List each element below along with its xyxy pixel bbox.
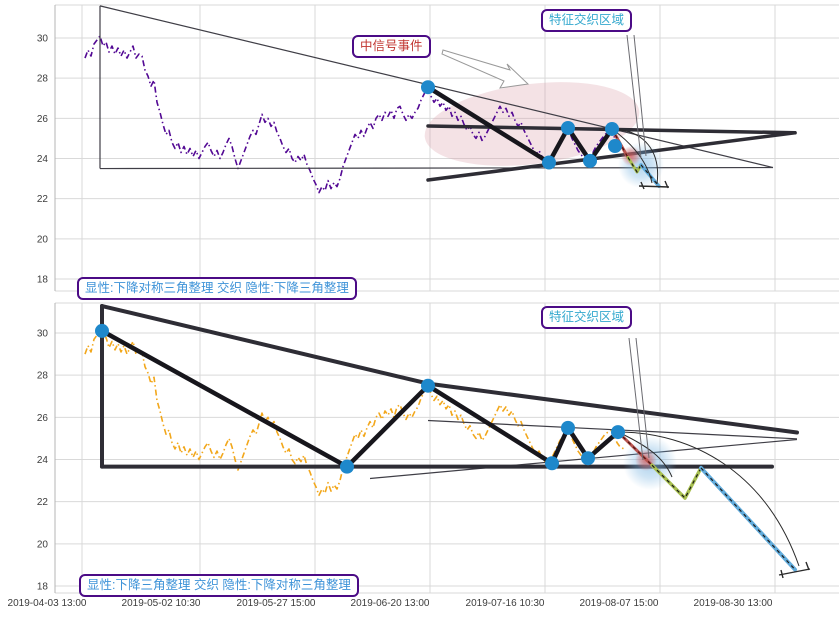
target-end-cap (638, 180, 670, 190)
pivot-marker (608, 139, 622, 154)
y-tick-label: 30 (37, 329, 49, 340)
explicit-pattern-line (100, 304, 799, 435)
x-tick-label: 2019-08-30 13:00 (694, 598, 773, 609)
x-tick-label: 2019-06-20 13:00 (351, 598, 430, 609)
pivot-marker (611, 425, 625, 440)
y-tick-label: 26 (37, 114, 49, 125)
pivot-marker (95, 323, 109, 338)
signal-event-ellipse (424, 82, 640, 166)
signal-arrow-icon (441, 49, 530, 89)
price-line-top (84, 35, 625, 194)
y-tick-label: 18 (37, 274, 49, 285)
pivot-marker (542, 155, 556, 170)
pivot-marker (421, 378, 435, 393)
pivot-marker (545, 456, 559, 471)
pivot-marker (583, 153, 597, 168)
y-tick-label: 26 (37, 413, 49, 424)
callout-pointer-line (628, 337, 644, 461)
callout-pointer-line (626, 34, 642, 159)
pivot-marker (561, 420, 575, 435)
projection-arc (611, 128, 659, 185)
pivot-marker (581, 451, 595, 466)
x-tick-label: 2019-05-27 15:00 (237, 598, 316, 609)
y-tick-label: 24 (37, 455, 49, 466)
pattern-label-bottom: 显性:下降三角整理 交织 隐性:下降对称三角整理 (79, 574, 359, 597)
x-tick-label: 2019-04-03 13:00 (8, 598, 87, 609)
pivot-marker (561, 120, 575, 135)
pivot-marker (605, 121, 619, 136)
y-tick-label: 28 (37, 74, 49, 85)
target-end-cap (778, 561, 811, 579)
feature-zone-label-top: 特征交织区域 (541, 9, 633, 32)
explicit-pattern-line (426, 131, 797, 182)
projection-arc (617, 431, 673, 478)
y-tick-label: 18 (37, 581, 49, 592)
x-tick-label: 2019-08-07 15:00 (580, 598, 659, 609)
y-tick-label: 20 (37, 234, 49, 245)
feature-zone-label-bottom: 特征交织区域 (541, 306, 633, 329)
breakout-segment-core (627, 157, 642, 174)
y-tick-label: 28 (37, 371, 49, 382)
breakout-segment-core (651, 464, 702, 500)
pivot-marker (421, 80, 435, 95)
callout-pointer-line (635, 337, 650, 459)
price-line-bottom (84, 330, 625, 497)
hidden-pattern-line (99, 166, 774, 170)
hidden-pattern-line (99, 5, 774, 169)
x-tick-label: 2019-05-02 10:30 (122, 598, 201, 609)
callout-pointer-line (633, 34, 647, 157)
y-tick-label: 30 (37, 34, 49, 45)
pivot-marker (340, 459, 354, 474)
y-tick-label: 22 (37, 497, 49, 508)
x-tick-label: 2019-07-16 10:30 (466, 598, 545, 609)
pattern-label-top: 显性:下降对称三角整理 交织 隐性:下降三角整理 (77, 277, 357, 300)
signal-event-label: 中信号事件 (352, 35, 431, 58)
y-tick-label: 20 (37, 539, 49, 550)
y-tick-label: 24 (37, 154, 49, 165)
breakout-segment-core (640, 164, 660, 187)
breakout-segment-core (700, 467, 796, 570)
y-tick-label: 22 (37, 194, 49, 205)
breakout-segment-core (617, 431, 653, 466)
